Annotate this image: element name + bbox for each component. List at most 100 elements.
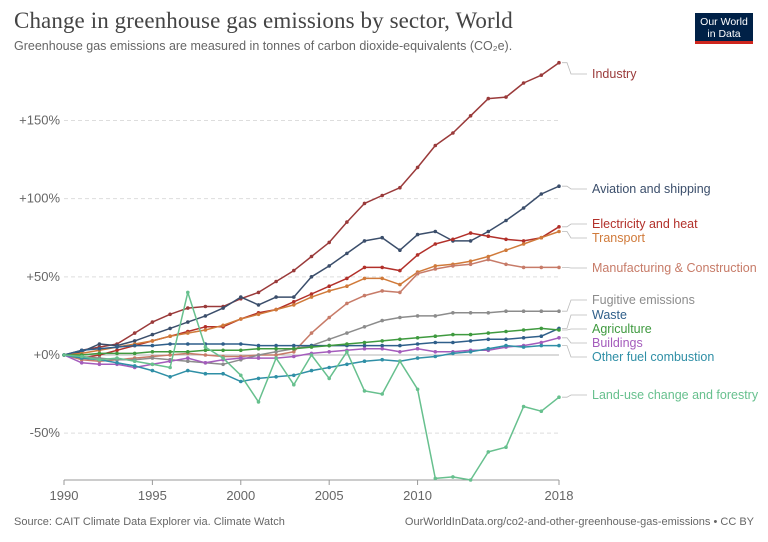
data-point xyxy=(539,265,544,270)
data-point xyxy=(486,96,491,101)
data-point xyxy=(362,346,367,351)
series-line-land-use-change-and-forestry[interactable] xyxy=(63,291,560,481)
series-labels: Industry Aviation and shipping Electricity… xyxy=(562,62,759,402)
data-point xyxy=(486,311,491,315)
data-point xyxy=(539,309,544,314)
data-point xyxy=(168,375,172,379)
series-label-waste[interactable]: Waste xyxy=(592,308,627,322)
data-point xyxy=(521,309,526,314)
data-point xyxy=(362,201,367,206)
data-point xyxy=(150,362,155,367)
y-tick-label: +0% xyxy=(34,347,61,362)
data-point xyxy=(433,267,438,271)
label-connector xyxy=(562,62,587,75)
data-point xyxy=(521,265,526,270)
series-line-aviation-and-shipping[interactable] xyxy=(63,185,560,356)
data-point xyxy=(362,276,367,281)
data-point xyxy=(398,290,402,295)
data-point xyxy=(521,336,526,340)
data-point xyxy=(468,350,473,354)
series-label-manufacturing-construction[interactable]: Manufacturing & Construction xyxy=(592,261,757,275)
data-point xyxy=(97,342,102,346)
data-point xyxy=(380,392,385,396)
data-point xyxy=(79,354,84,359)
x-tick-label: 2018 xyxy=(545,488,574,503)
data-point xyxy=(221,371,225,376)
data-point xyxy=(468,231,473,235)
data-point xyxy=(504,343,508,348)
data-point xyxy=(239,348,243,353)
series-label-industry[interactable]: Industry xyxy=(592,67,637,81)
data-point xyxy=(468,339,473,343)
data-point xyxy=(327,365,332,370)
data-point xyxy=(504,237,508,242)
data-point xyxy=(433,334,438,339)
data-point xyxy=(292,300,296,304)
data-point xyxy=(504,262,508,267)
data-point xyxy=(557,60,561,65)
data-point xyxy=(309,345,314,349)
data-point xyxy=(380,193,385,198)
data-point xyxy=(256,312,261,317)
y-axis-tick-labels: -50% +0% +50% +100% +150% xyxy=(19,113,60,441)
data-point xyxy=(362,340,367,345)
data-point xyxy=(115,351,119,356)
data-point xyxy=(239,356,243,360)
data-point xyxy=(504,95,508,99)
data-point xyxy=(539,192,544,196)
data-point xyxy=(274,295,278,299)
series-label-transport[interactable]: Transport xyxy=(592,231,646,245)
data-point xyxy=(415,387,420,392)
series-line-industry[interactable] xyxy=(63,62,560,356)
x-tick-label: 1995 xyxy=(138,488,167,503)
data-point xyxy=(398,268,402,273)
data-point xyxy=(327,264,332,268)
data-point xyxy=(451,475,455,479)
data-point xyxy=(327,240,332,245)
y-tick-label: +50% xyxy=(26,269,60,284)
data-point xyxy=(362,325,367,329)
data-point xyxy=(486,337,491,342)
data-point xyxy=(186,306,190,310)
data-point xyxy=(380,318,385,323)
data-point xyxy=(150,320,155,324)
data-point xyxy=(451,340,455,345)
data-point xyxy=(186,368,190,373)
data-point xyxy=(398,282,402,287)
series-label-other-fuel-combustion[interactable]: Other fuel combustion xyxy=(592,350,714,364)
owid-logo[interactable]: Our World in Data xyxy=(695,13,753,44)
data-point xyxy=(256,353,261,357)
data-point xyxy=(504,248,508,252)
data-point xyxy=(433,350,438,354)
data-point xyxy=(486,254,491,259)
data-point xyxy=(168,334,172,339)
data-point xyxy=(557,229,561,234)
series-label-agriculture[interactable]: Agriculture xyxy=(592,322,652,336)
data-point xyxy=(415,342,420,346)
series-label-electricity-and-heat[interactable]: Electricity and heat xyxy=(592,217,698,231)
data-point xyxy=(380,276,385,281)
series-label-land-use-change-and-forestry[interactable]: Land-use change and forestry xyxy=(592,388,759,402)
series-label-aviation-and-shipping[interactable]: Aviation and shipping xyxy=(592,182,711,196)
data-point xyxy=(115,348,119,353)
data-point xyxy=(327,337,332,342)
series-label-buildings[interactable]: Buildings xyxy=(592,336,643,350)
data-point xyxy=(362,343,367,348)
data-point xyxy=(274,375,278,379)
series-label-fugitive-emissions[interactable]: Fugitive emissions xyxy=(592,293,695,307)
data-point xyxy=(115,356,119,360)
data-point xyxy=(97,362,102,367)
x-tick-label: 2000 xyxy=(226,488,255,503)
data-point xyxy=(186,350,190,354)
label-connector xyxy=(562,345,587,358)
source-url[interactable]: OurWorldInData.org/co2-and-other-greenho… xyxy=(404,516,754,528)
data-point xyxy=(345,342,349,346)
data-point xyxy=(521,404,526,409)
data-point xyxy=(380,235,385,240)
data-point xyxy=(327,350,332,354)
data-point xyxy=(468,239,473,243)
data-point xyxy=(309,292,314,296)
chart-subtitle: Greenhouse gas emissions are measured in… xyxy=(14,39,513,53)
data-point xyxy=(504,329,508,334)
